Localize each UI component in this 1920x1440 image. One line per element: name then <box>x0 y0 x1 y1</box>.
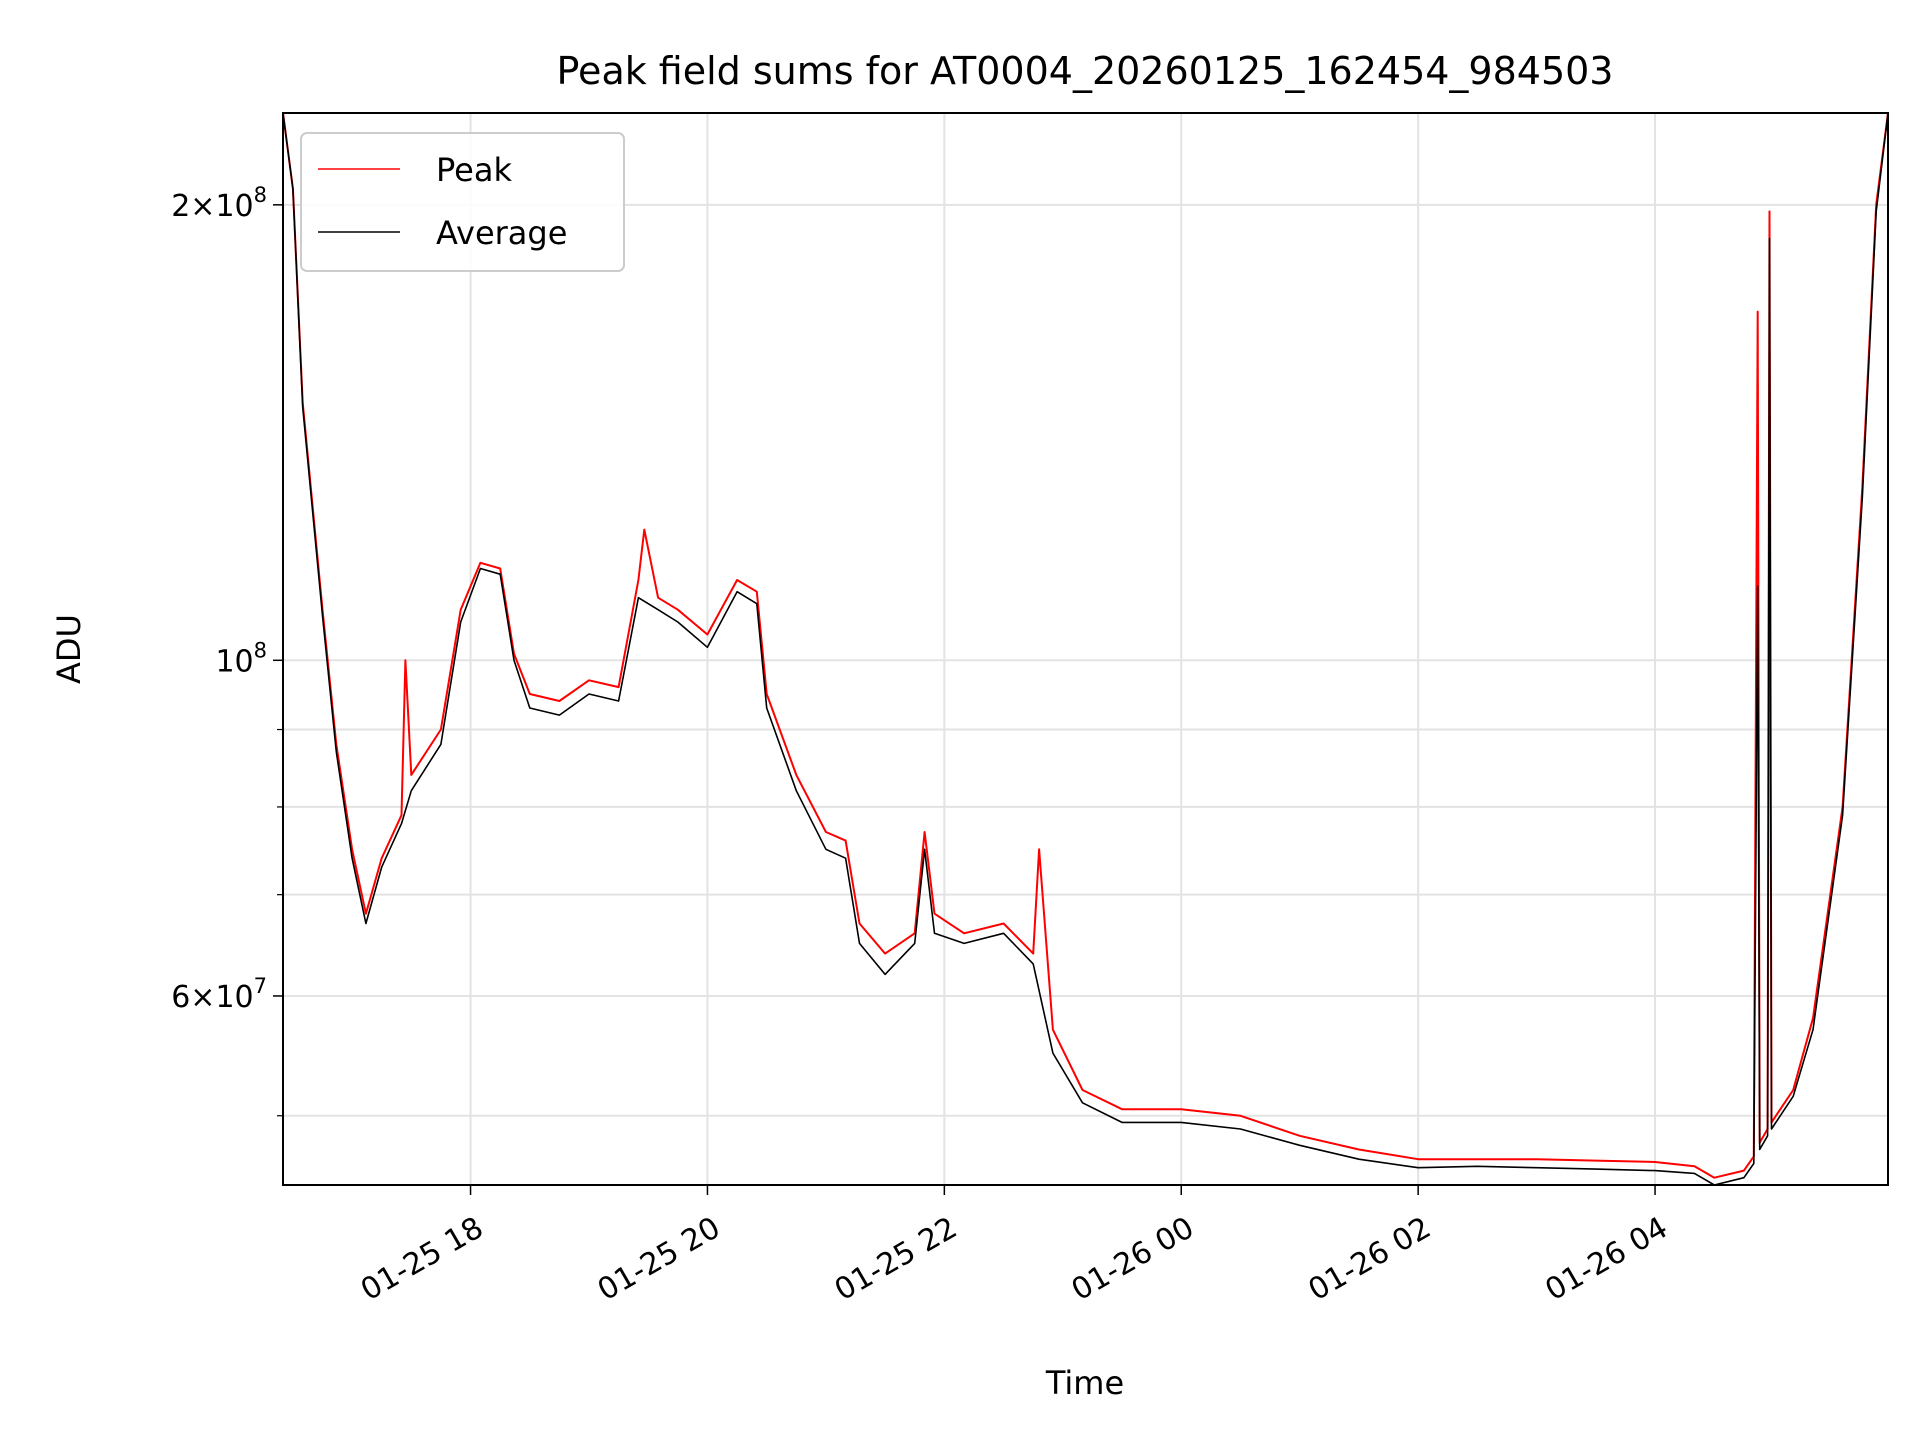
y-axis-label: ADU <box>50 614 88 684</box>
legend-box <box>300 132 625 272</box>
plot-frame <box>282 112 1889 1186</box>
chart-title: Peak field sums for AT0004_20260125_1624… <box>557 49 1614 93</box>
legend-peak-label: Peak <box>436 151 512 189</box>
series-average-line <box>283 113 1888 1185</box>
series-layer <box>283 113 1888 1185</box>
legend-average-label: Average <box>436 214 567 252</box>
x-axis-label: Time <box>1045 1364 1124 1402</box>
y-tick-label: 6×107 <box>171 974 267 1015</box>
legend: Peak Average <box>300 132 625 272</box>
y-tick-label: 2×108 <box>171 183 267 224</box>
grid <box>283 113 1888 1185</box>
y-tick-label: 108 <box>215 638 267 679</box>
